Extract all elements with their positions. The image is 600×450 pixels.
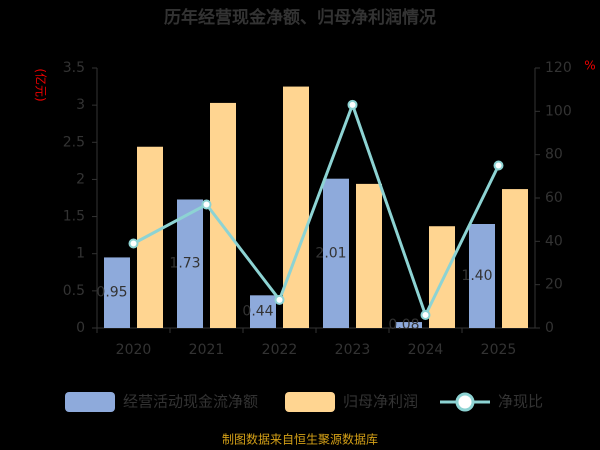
data-label: 0.08	[388, 317, 419, 333]
x-tick-label: 2025	[481, 342, 517, 358]
legend-swatch	[285, 392, 335, 412]
x-tick-label: 2022	[262, 342, 298, 358]
y2-tick-label: 100	[545, 103, 572, 119]
chart-title: 历年经营现金净额、归母净利润情况	[164, 7, 436, 28]
y-tick-label: 0	[76, 320, 85, 336]
bar	[137, 146, 163, 328]
bar	[356, 183, 382, 328]
x-tick-label: 2024	[408, 342, 444, 358]
x-tick-label: 2020	[116, 342, 152, 358]
line-point	[201, 199, 212, 210]
y2-tick-label: 20	[545, 277, 563, 293]
y-tick-label: 0.5	[63, 283, 85, 299]
y-axis-label: (亿元)	[34, 68, 49, 101]
x-tick-label: 2023	[335, 342, 371, 358]
bar	[469, 224, 495, 328]
legend-label: 归母净利润	[343, 393, 418, 411]
bar	[429, 226, 455, 328]
y-tick-label: 1	[76, 246, 85, 262]
line-point	[347, 99, 358, 110]
y2-tick-label: 60	[545, 190, 563, 206]
line-point	[493, 160, 504, 171]
line	[132, 100, 500, 319]
y2-tick-label: 0	[545, 320, 554, 336]
y-tick-label: 3.5	[63, 60, 85, 76]
y2-tick-label: 120	[545, 60, 572, 76]
footer: 制图数据来自恒生聚源数据库	[222, 432, 378, 447]
data-label: 1.73	[169, 256, 200, 272]
line-point	[420, 310, 431, 320]
bar	[250, 295, 276, 328]
legend-swatch	[455, 392, 475, 412]
y-tick-label: 3	[76, 97, 85, 113]
line-point	[128, 238, 139, 249]
bar	[104, 257, 130, 328]
bar	[502, 189, 528, 328]
bar	[396, 322, 422, 328]
data-label: 2.01	[315, 245, 346, 261]
legend-label: 净现比	[498, 393, 543, 411]
legend-label: 经营活动现金流净额	[123, 393, 258, 411]
bar	[283, 86, 309, 328]
y2-tick-label: 80	[545, 147, 563, 163]
y-tick-label: 2	[76, 171, 85, 187]
bar	[323, 178, 349, 328]
y-tick-label: 1.5	[63, 209, 85, 225]
data-label: 0.95	[96, 285, 127, 301]
data-label: 0.44	[242, 304, 273, 320]
x-tick-label: 2021	[189, 342, 225, 358]
y2-axis-label: %	[584, 59, 595, 73]
data-label: 1.40	[461, 268, 492, 284]
y-tick-label: 2.5	[63, 134, 85, 150]
line-point	[274, 294, 285, 305]
legend-swatch	[65, 392, 115, 412]
y2-tick-label: 40	[545, 233, 563, 249]
bar	[177, 199, 203, 328]
